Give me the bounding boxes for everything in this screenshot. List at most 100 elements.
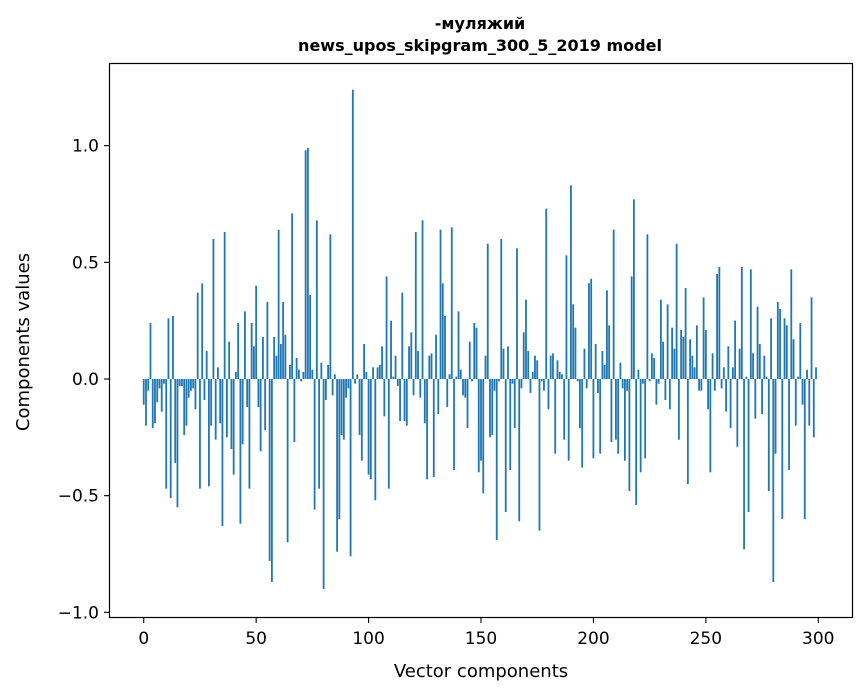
bar [498, 379, 500, 382]
bar [414, 232, 417, 379]
bar [493, 379, 496, 391]
bar [349, 379, 352, 557]
bar [439, 229, 442, 379]
bar [327, 365, 329, 379]
bar [246, 379, 249, 407]
bar [675, 243, 678, 379]
bar [799, 323, 802, 379]
bar [250, 323, 253, 379]
bar [408, 346, 410, 379]
bar [630, 276, 633, 379]
bar [423, 379, 426, 424]
bar [187, 379, 190, 398]
bar [565, 255, 568, 379]
bar [594, 344, 597, 379]
bar [208, 379, 210, 487]
bar [313, 379, 316, 510]
bar [365, 372, 368, 379]
bar [549, 355, 552, 379]
bar [183, 379, 186, 435]
bar [518, 379, 521, 522]
bar [399, 379, 401, 421]
bar [376, 367, 379, 379]
bar [165, 379, 168, 489]
bar [608, 325, 611, 379]
x-tick-label: 150 [465, 629, 497, 649]
bar [754, 379, 757, 419]
bar [534, 355, 536, 379]
bar [194, 379, 197, 410]
bar [718, 267, 721, 379]
bar [621, 379, 624, 389]
bar [342, 379, 345, 440]
bar [758, 344, 761, 379]
bar [277, 229, 280, 379]
bar [597, 379, 599, 393]
bar [322, 379, 325, 589]
bar [142, 379, 145, 405]
bar [149, 323, 152, 379]
bar [235, 372, 237, 379]
bar [529, 379, 532, 393]
bar [158, 379, 161, 389]
bar [590, 278, 593, 379]
bar [624, 379, 626, 461]
bar [329, 234, 332, 379]
bar [711, 353, 714, 379]
bar [444, 316, 446, 379]
bar [477, 379, 480, 473]
bar [311, 369, 314, 379]
bar [502, 348, 505, 379]
bar [740, 267, 743, 379]
bar [257, 379, 260, 407]
bar [774, 379, 777, 454]
bar [484, 355, 487, 379]
bar [446, 379, 449, 407]
bar [302, 372, 305, 379]
bar [709, 379, 712, 473]
bar [430, 353, 433, 379]
bar [489, 379, 491, 438]
bar [392, 376, 395, 379]
bar [462, 379, 464, 396]
bar [792, 339, 795, 379]
bar [637, 369, 640, 379]
y-tick-label: −0.5 [58, 487, 99, 507]
bar [297, 369, 300, 379]
bar [154, 379, 156, 424]
bar [603, 365, 606, 379]
chart-title-line-1: -муляжий [435, 14, 525, 33]
bar-series [142, 89, 817, 589]
bar [223, 232, 226, 379]
bar [239, 379, 242, 524]
bar [374, 379, 377, 501]
bar [761, 379, 763, 414]
bar [738, 348, 741, 379]
bar [169, 379, 172, 498]
bar [212, 239, 215, 379]
bar [192, 379, 195, 389]
bar [214, 379, 217, 440]
bar [358, 379, 361, 435]
bar [338, 379, 341, 519]
bar [808, 379, 811, 426]
bar [226, 379, 228, 438]
bar [522, 332, 525, 379]
bar [268, 379, 271, 561]
bar [491, 379, 494, 435]
bar [576, 379, 579, 382]
bar [646, 234, 649, 379]
bar [606, 290, 608, 379]
bar [495, 379, 498, 540]
bar [536, 360, 539, 379]
bar [547, 379, 550, 410]
bar [383, 379, 386, 417]
bar [511, 379, 514, 384]
bar [351, 89, 354, 380]
bar [790, 269, 793, 379]
bar [190, 379, 192, 391]
bar [794, 379, 797, 426]
bar [704, 330, 707, 379]
bar [403, 379, 406, 421]
